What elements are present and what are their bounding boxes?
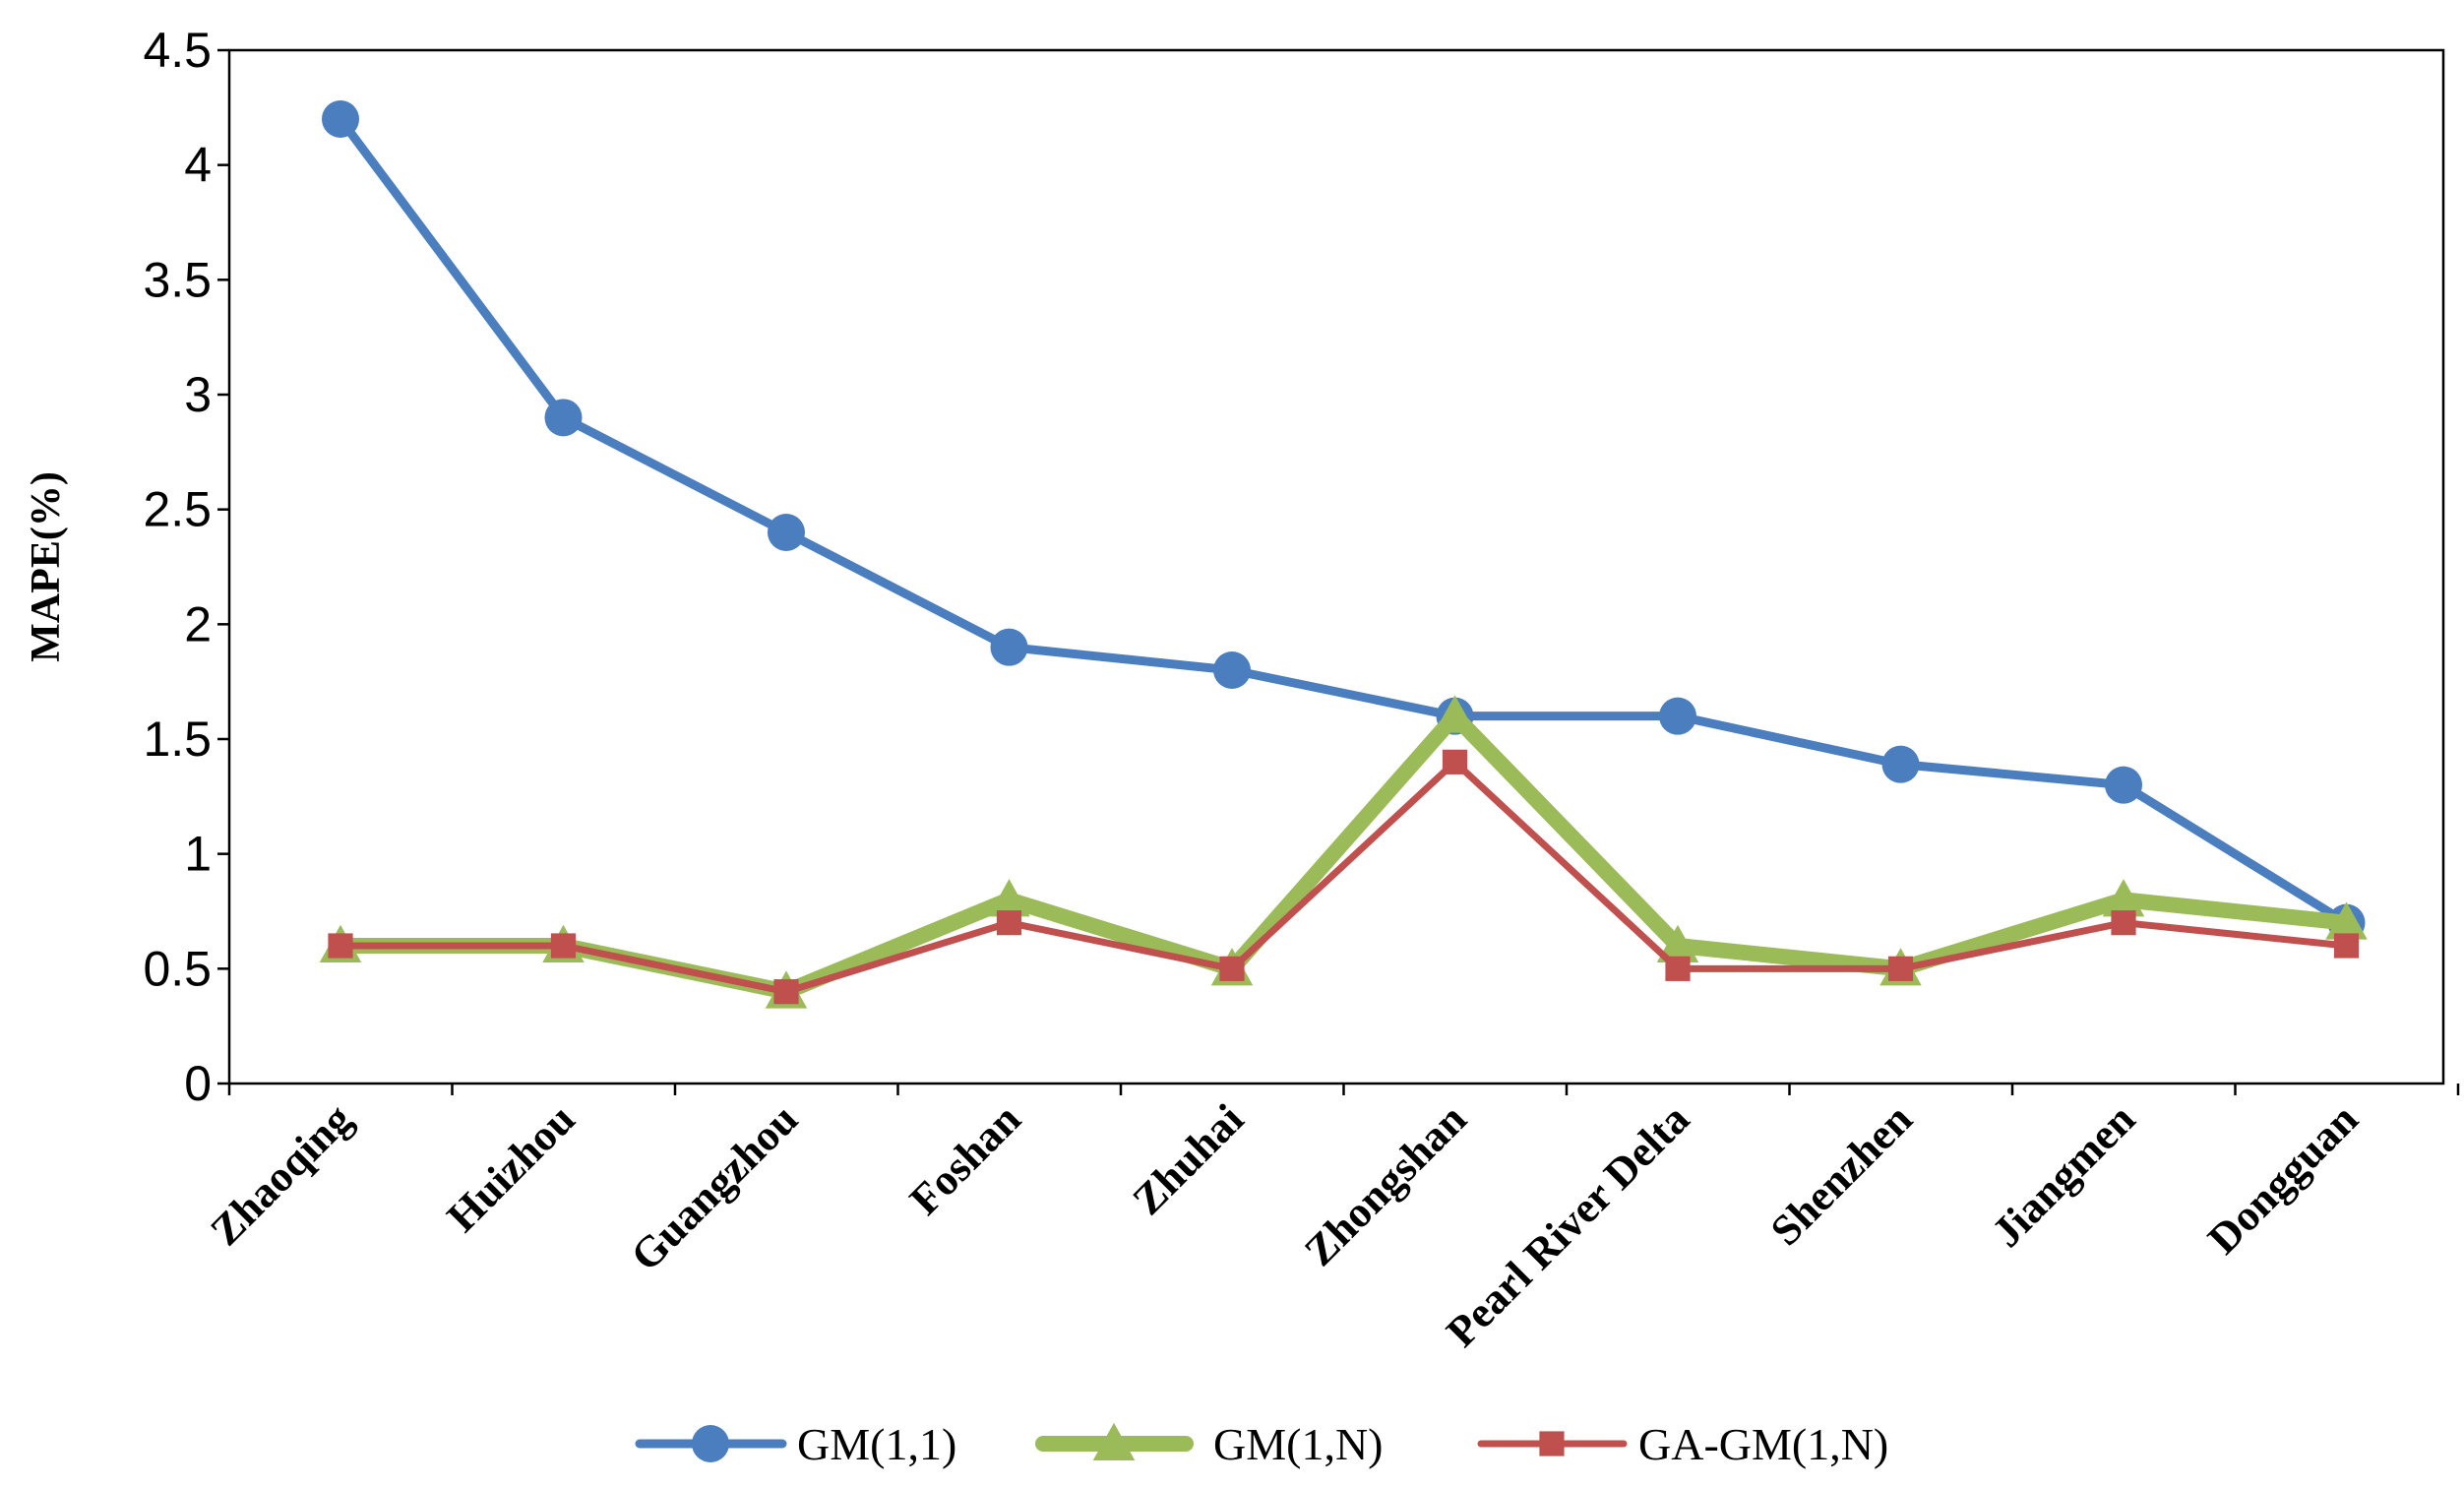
data-point [1442,749,1468,774]
y-tick-label: 2.5 [143,482,212,537]
y-tick-label: 4.5 [143,23,212,78]
data-point [544,399,583,437]
data-point [2333,933,2360,959]
data-point [2325,901,2368,940]
data-point [1665,956,1691,981]
data-point [328,933,353,959]
x-tick-label: Foshan [900,1094,1029,1223]
series-line [337,758,2350,996]
x-tick-label: Zhuhai [1124,1094,1254,1224]
y-tick-label: 1 [184,827,212,882]
legend-label: GM(1,N) [1213,1419,1383,1469]
data-point [2111,910,2136,936]
data-point [768,514,805,551]
x-tick-label: Zhongshan [1295,1094,1475,1274]
series-group [319,100,2368,1009]
y-tick-label: 2 [184,596,212,651]
data-point [1887,956,1914,981]
x-tick-label: Pearl River Delta [1437,1094,1698,1356]
legend: GM(1,1) GM(1,N) GA-GM(1,N) [635,1419,1888,1469]
x-tick-label: Guangzhou [622,1094,808,1280]
x-tick-label: Shenzhen [1761,1094,1922,1255]
data-point [988,879,1030,917]
data-point [2102,879,2145,917]
legend-item-2: GA-GM(1,N) [1477,1419,1888,1469]
data-point [1213,651,1251,689]
data-point [1656,924,1699,962]
data-point [773,979,799,1005]
y-tick-label: 0 [184,1056,212,1111]
series-line [336,114,2351,928]
legend-label: GM(1,1) [797,1419,956,1469]
data-point [1659,697,1696,735]
y-axis-label: MAPE(%) [24,471,69,662]
x-tick-label: Dongguan [2198,1094,2367,1263]
legend-item-0: GM(1,1) [635,1419,956,1469]
legend-item-1: GM(1,N) [1035,1419,1383,1469]
y-tick-label: 3.5 [143,252,212,307]
data-point [1434,695,1476,733]
x-tick-label: Huizhou [438,1094,585,1241]
data-point [990,628,1028,666]
x-axis-ticks: Zhaoqing Huizhou Guangzhou Foshan Zhuhai Zhon… [201,1084,2460,1356]
y-axis-ticks: 0 0.5 1 1.5 2 2.5 3 3.5 4 4.5 [143,23,229,1111]
y-tick-label: 0.5 [143,941,212,996]
data-point [996,910,1022,936]
series-0 [322,100,2366,942]
data-point [1881,745,1920,783]
x-tick-label: Jiangmen [1983,1094,2144,1256]
data-point [550,933,577,959]
series-2 [328,749,2360,1005]
data-point [2105,766,2142,804]
data-point [1219,956,1245,981]
y-tick-label: 3 [184,367,212,422]
legend-swatch-marker [1092,1422,1136,1460]
x-tick-label: Zhaoqing [201,1094,361,1255]
y-tick-label: 4 [184,138,212,193]
y-tick-label: 1.5 [143,712,212,767]
data-point [322,100,359,138]
legend-swatch-marker [1539,1431,1565,1456]
legend-label: GA-GM(1,N) [1638,1419,1888,1469]
legend-swatch-marker [692,1425,729,1462]
